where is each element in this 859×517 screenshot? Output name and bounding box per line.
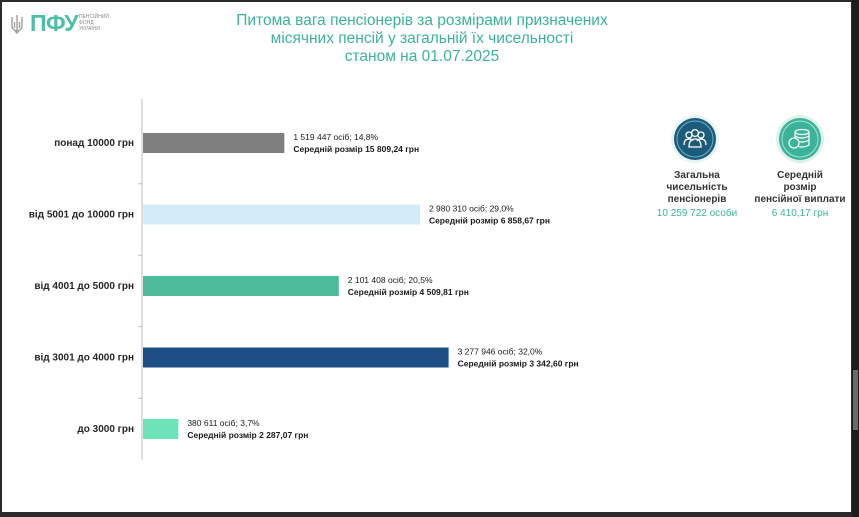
data-label-count: 2 101 408 осіб; 20,5% (348, 275, 433, 285)
bar (143, 204, 420, 225)
category-label: від 4001 до 5000 грн (34, 281, 134, 292)
data-label-count: 3 277 946 осіб; 32,0% (458, 347, 543, 357)
bar (143, 276, 339, 296)
bar (143, 347, 449, 368)
data-label-count: 380 611 осіб; 3,7% (187, 418, 260, 428)
title-line-3: станом на 01.07.2025 (344, 48, 500, 65)
logo-text: ПФУ (30, 10, 79, 36)
slide: ПФУ ПЕНСІЙНИЙ ФОНД УКРАЇНИ Питома вага п… (2, 2, 851, 512)
data-label-average: Середній розмір 2 287,07 грн (187, 430, 308, 440)
bar-chart: понад 10000 грн 1 519 447 осіб; 14,8% Сере… (29, 99, 579, 460)
category-label: від 5001 до 10000 грн (29, 210, 134, 221)
data-label-count: 1 519 447 осіб; 14,8% (293, 132, 378, 142)
bar (143, 133, 285, 153)
scrollbar[interactable] (852, 0, 859, 517)
trident-icon (11, 15, 23, 34)
category-label: від 3001 до 4000 грн (34, 353, 134, 364)
page-title: Питома вага пенсіонерів за розмірами при… (182, 12, 662, 66)
data-label-count: 2 980 310 осіб; 29,0% (429, 204, 514, 214)
scrollbar-thumb[interactable] (853, 370, 858, 430)
people-icon (671, 115, 719, 163)
data-label-average: Середній розмір 3 342,60 грн (458, 359, 579, 369)
coins-icon (776, 115, 824, 163)
category-label: до 3000 грн (77, 424, 134, 435)
title-line-2: місячних пенсій у загальній їх чисельнос… (270, 30, 574, 47)
data-label-average: Середній розмір 4 509,81 грн (348, 287, 469, 297)
category-label: понад 10000 грн (54, 138, 134, 149)
average-value: 6 410,17 грн (771, 208, 829, 219)
data-label-average: Середній розмір 15 809,24 грн (293, 144, 419, 154)
average-label: Середній розмір пенсійної виплати (754, 170, 846, 205)
total-value: 10 259 722 особи (656, 208, 738, 219)
bar (143, 419, 179, 439)
title-line-1: Питома вага пенсіонерів за розмірами при… (236, 12, 608, 29)
logo-subtitle: ПЕНСІЙНИЙ ФОНД УКРАЇНИ (79, 14, 109, 32)
total-label: Загальна чисельність пенсіонерів (666, 170, 728, 205)
data-label-average: Середній розмір 6 858,67 грн (429, 216, 550, 226)
